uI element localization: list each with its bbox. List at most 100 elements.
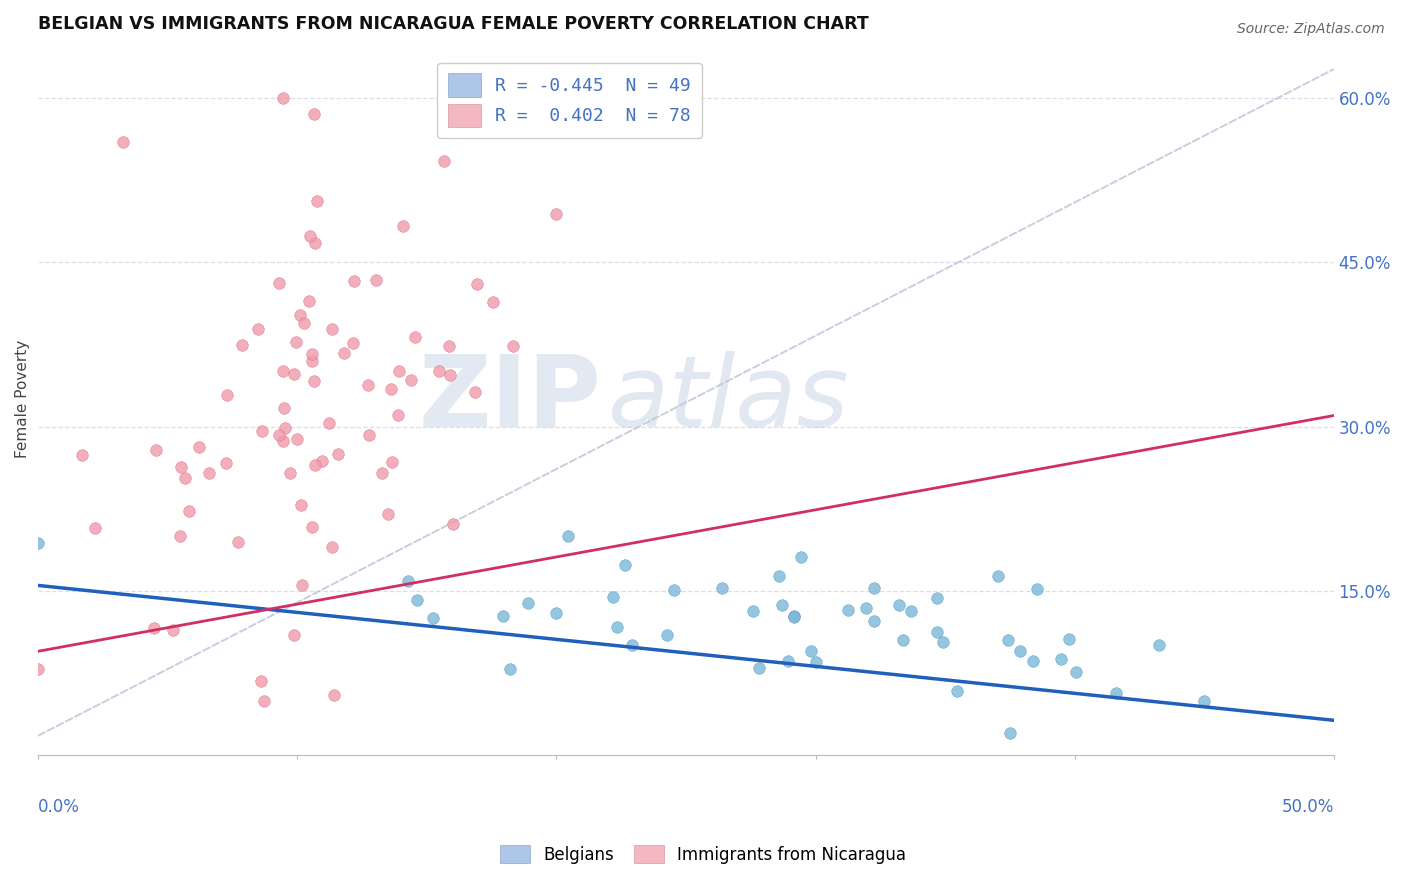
Point: [491, 608, 513, 623]
Point: [291, 578, 314, 592]
Point: [662, 583, 685, 598]
Point: [301, 354, 323, 368]
Point: [800, 644, 823, 658]
Text: atlas: atlas: [609, 351, 849, 448]
Point: [404, 330, 426, 344]
Point: [1057, 632, 1080, 646]
Point: [387, 409, 409, 423]
Point: [782, 608, 804, 623]
Point: [741, 604, 763, 618]
Point: [304, 236, 326, 251]
Point: [283, 627, 305, 641]
Point: [516, 596, 538, 610]
Point: [783, 610, 806, 624]
Point: [27, 535, 49, 549]
Point: [323, 689, 346, 703]
Point: [326, 447, 349, 461]
Point: [388, 364, 411, 378]
Point: [768, 569, 790, 583]
Point: [271, 434, 294, 448]
Point: [502, 339, 524, 353]
Point: [170, 459, 193, 474]
Point: [231, 338, 253, 352]
Point: [285, 432, 308, 446]
Point: [366, 273, 388, 287]
Legend: R = -0.445  N = 49, R =  0.402  N = 78: R = -0.445 N = 49, R = 0.402 N = 78: [437, 62, 702, 138]
Point: [283, 367, 305, 381]
Point: [927, 624, 949, 639]
Point: [482, 294, 505, 309]
Point: [613, 558, 636, 572]
Point: [465, 277, 488, 292]
Text: 0.0%: 0.0%: [38, 798, 80, 816]
Point: [602, 591, 624, 605]
Point: [427, 364, 450, 378]
Point: [1022, 654, 1045, 668]
Point: [304, 107, 326, 121]
Point: [837, 602, 859, 616]
Point: [70, 448, 93, 462]
Point: [1008, 643, 1031, 657]
Point: [142, 621, 165, 635]
Point: [288, 308, 311, 322]
Point: [381, 455, 404, 469]
Text: 50.0%: 50.0%: [1281, 798, 1334, 816]
Point: [321, 540, 343, 554]
Point: [620, 638, 643, 652]
Point: [292, 316, 315, 330]
Point: [439, 339, 461, 353]
Point: [112, 135, 135, 149]
Y-axis label: Female Poverty: Female Poverty: [15, 340, 30, 458]
Point: [302, 374, 325, 388]
Point: [311, 454, 333, 468]
Point: [1025, 582, 1047, 596]
Point: [499, 662, 522, 676]
Point: [997, 632, 1019, 647]
Point: [298, 293, 321, 308]
Point: [1050, 652, 1073, 666]
Point: [380, 382, 402, 396]
Point: [422, 610, 444, 624]
Point: [253, 693, 276, 707]
Point: [271, 91, 294, 105]
Point: [343, 274, 366, 288]
Point: [285, 334, 308, 349]
Point: [304, 458, 326, 472]
Text: Source: ZipAtlas.com: Source: ZipAtlas.com: [1237, 22, 1385, 37]
Point: [544, 606, 567, 620]
Point: [925, 591, 948, 606]
Point: [606, 620, 628, 634]
Point: [162, 623, 184, 637]
Point: [145, 442, 167, 457]
Point: [198, 467, 221, 481]
Point: [710, 581, 733, 595]
Point: [1064, 665, 1087, 679]
Point: [392, 219, 415, 233]
Point: [271, 364, 294, 378]
Point: [377, 508, 399, 522]
Point: [900, 603, 922, 617]
Point: [318, 416, 340, 430]
Point: [863, 581, 886, 595]
Point: [188, 441, 211, 455]
Point: [932, 635, 955, 649]
Point: [657, 628, 679, 642]
Point: [557, 529, 579, 543]
Point: [269, 428, 291, 442]
Point: [1104, 686, 1126, 700]
Point: [464, 384, 486, 399]
Point: [332, 346, 354, 360]
Point: [770, 598, 793, 612]
Point: [215, 456, 238, 470]
Point: [179, 504, 201, 518]
Point: [804, 655, 827, 669]
Point: [1147, 638, 1170, 652]
Point: [321, 322, 343, 336]
Point: [862, 614, 884, 628]
Point: [433, 154, 456, 169]
Point: [790, 550, 813, 565]
Point: [27, 662, 49, 676]
Point: [246, 322, 269, 336]
Point: [405, 593, 427, 607]
Text: ZIP: ZIP: [419, 351, 602, 448]
